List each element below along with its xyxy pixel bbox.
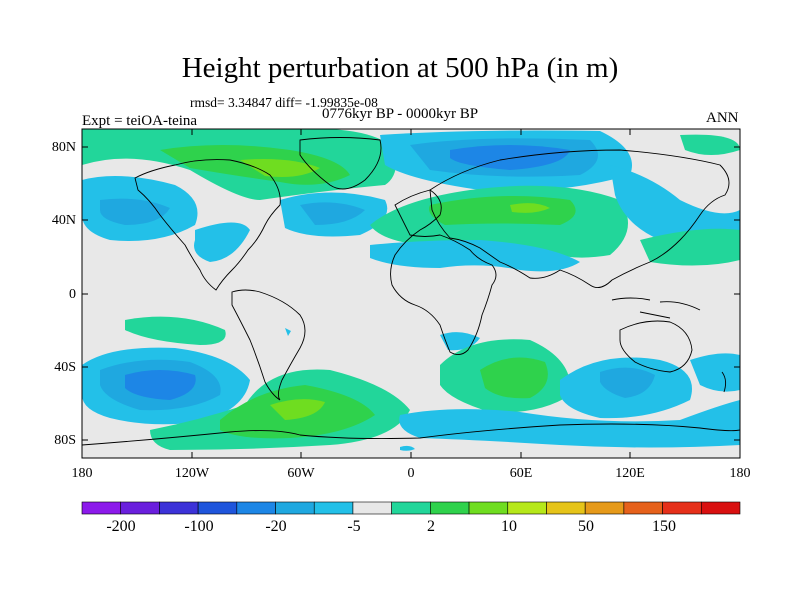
- contour-negative-safrica: [440, 332, 480, 351]
- lat-label-80n: 80N: [51, 140, 76, 155]
- lon-label-180w: 180: [71, 466, 93, 481]
- lon-label-60e: 60E: [509, 466, 533, 481]
- coastlines: [82, 137, 740, 446]
- lat-label-80s: 80S: [54, 433, 76, 448]
- colorbar-label-minus200: -200: [106, 518, 136, 535]
- lon-label-120e: 120E: [615, 466, 645, 481]
- colorbar-swatch-13: [584, 501, 625, 515]
- colorbar-swatch-10: [468, 501, 509, 515]
- experiment-label: Expt = teiOA-teina: [82, 113, 198, 129]
- contour-positive-arctic-peak: [240, 159, 320, 177]
- figure-title: Height perturbation at 500 hPa (in m): [181, 52, 619, 84]
- coastline-australia: [619, 320, 693, 373]
- colorbar-swatch-3: [197, 501, 238, 515]
- colorbar: [81, 501, 741, 515]
- colorbar-swatch-6: [313, 501, 354, 515]
- contour-negative-siberia-core: [450, 145, 570, 170]
- colorbar-label-10: 10: [501, 518, 517, 535]
- coastline-indonesia: [611, 297, 701, 319]
- season-label: ANN: [706, 110, 739, 126]
- contour-negative-antarctic-spot: [400, 445, 415, 451]
- lon-label-60w: 60W: [287, 466, 315, 481]
- contour-negative-eastasia: [610, 165, 740, 249]
- colorbar-swatch-16: [700, 501, 741, 515]
- colorbar-swatch-11: [507, 501, 547, 515]
- coastline-new-zealand: [721, 371, 727, 393]
- colorbar-label-minus100: -100: [184, 518, 214, 535]
- colorbar-swatch-9: [430, 501, 470, 515]
- contour-positive-satlantic-peak: [270, 399, 325, 420]
- colorbar-label-150: 150: [652, 518, 676, 535]
- colorbar-swatch-2: [159, 501, 199, 515]
- coastline-asia: [429, 149, 730, 289]
- contour-negative-ssouth-america: [285, 328, 291, 336]
- colorbar-swatch-4: [236, 501, 276, 515]
- contour-positive-npacific-east: [640, 228, 740, 266]
- coastline-antarctica: [82, 423, 740, 446]
- contour-positive-sindian-core: [480, 357, 548, 399]
- colorbar-swatch-12: [546, 501, 586, 515]
- colorbar-swatch-14: [623, 501, 663, 515]
- coastline-south-america: [231, 289, 306, 401]
- contour-positive-eurasia-core: [429, 196, 576, 225]
- coastline-greenland: [299, 137, 382, 190]
- stats-label: rmsd= 3.34847 diff= -1.99835e-08: [190, 95, 378, 110]
- colorbar-swatch-8: [391, 501, 431, 515]
- longitude-ticks: [191, 129, 631, 458]
- colorbar-swatch-15: [662, 501, 702, 515]
- coastline-europe-africa: [390, 189, 497, 355]
- contour-negative-australia-core: [600, 367, 655, 398]
- lat-label-40n: 40N: [51, 213, 76, 228]
- lon-label-0: 0: [407, 466, 415, 481]
- lat-label-40s: 40S: [54, 360, 76, 375]
- lat-label-0: 0: [69, 287, 76, 302]
- contour-positive-eurasia-peak: [510, 203, 550, 213]
- contour-positive-tropical-pacific: [125, 316, 226, 345]
- period-label: 0776kyr BP - 0000kyr BP: [322, 106, 479, 122]
- contour-positive-farnortheast: [680, 134, 740, 155]
- latitude-ticks: [82, 146, 740, 441]
- colorbar-label-50: 50: [578, 518, 594, 535]
- colorbar-swatch-7: [352, 501, 392, 515]
- colorbar-swatch-5: [275, 501, 315, 515]
- contour-negative-se-pacific: [690, 353, 740, 392]
- lon-label-120w: 120W: [174, 466, 210, 481]
- contour-negative-natlantic-core: [300, 202, 365, 225]
- contour-field: [82, 129, 740, 451]
- coastline-north-america: [134, 159, 281, 291]
- lon-label-180e: 180: [729, 466, 751, 481]
- colorbar-label-minus20: -20: [265, 518, 287, 535]
- contour-negative-namerica: [194, 222, 250, 262]
- contour-negative-southern-band: [399, 400, 740, 448]
- colorbar-label-2: 2: [427, 518, 435, 535]
- colorbar-swatch-0: [81, 501, 122, 515]
- colorbar-label-minus5: -5: [347, 518, 361, 535]
- contour-negative-spacific-core: [125, 370, 196, 400]
- colorbar-swatch-1: [120, 501, 160, 515]
